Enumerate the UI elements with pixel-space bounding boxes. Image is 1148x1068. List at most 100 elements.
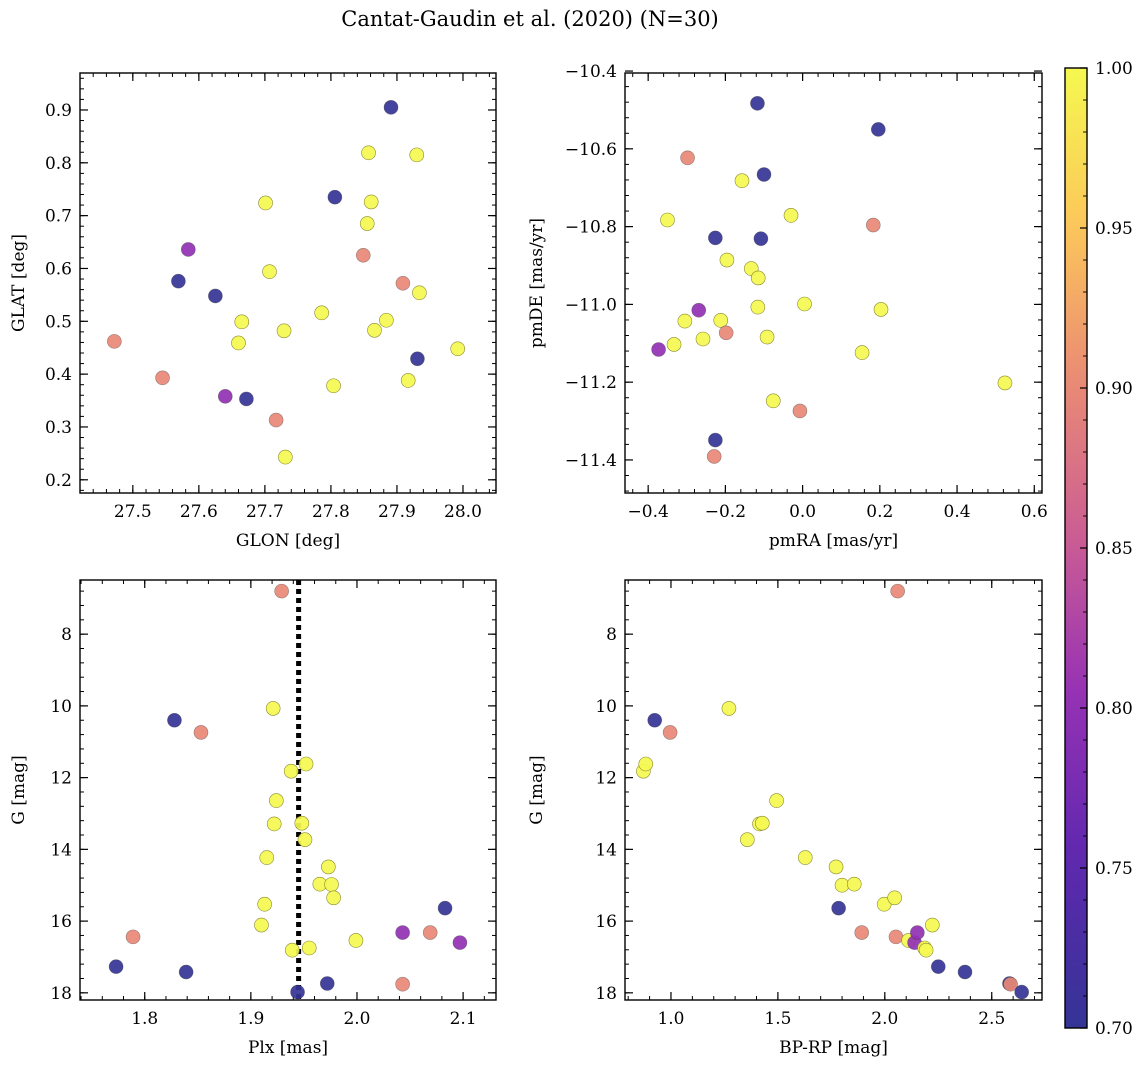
scatter-point — [924, 917, 940, 933]
x-tick-label: −0.2 — [705, 502, 746, 522]
y-tick-label: 10 — [50, 697, 72, 717]
y-tick-label: 14 — [595, 840, 617, 860]
y-tick-label: 12 — [50, 769, 72, 789]
scatter-point — [792, 403, 808, 419]
scatter-point — [997, 375, 1013, 391]
subplot-pmra-pmde: −0.4 −0.2 0.0 0.2 0.4 0.6 −11.4 −11.2 −11.0 −10.8… — [527, 62, 1048, 551]
scatter-point — [409, 147, 425, 163]
colorbar: 0.70 0.75 0.80 0.85 0.90 0.95 1.00 — [1064, 59, 1133, 1039]
scatter-point — [888, 929, 904, 945]
y-tick-label: 0.2 — [45, 471, 72, 491]
scatter-point — [890, 583, 905, 599]
scatter-point — [666, 337, 682, 352]
y-tick-label: 8 — [606, 625, 617, 645]
scatter-points — [636, 583, 1029, 1000]
scatter-point — [651, 342, 666, 357]
scatter-points — [108, 583, 468, 1000]
scatter-point — [155, 370, 170, 386]
scatter-point — [217, 389, 233, 404]
x-tick-label: 0.0 — [789, 502, 816, 522]
scatter-point — [647, 712, 663, 728]
scatter-point — [713, 313, 729, 328]
scatter-point — [873, 302, 889, 317]
scatter-point — [108, 959, 124, 974]
y-tick-label: 0.7 — [45, 207, 72, 227]
scatter-point — [171, 273, 186, 289]
y-tick-label: −10.6 — [565, 140, 617, 160]
x-tick-label: 1.9 — [237, 1009, 264, 1029]
scatter-point — [834, 877, 850, 893]
y-tick-label: 0.6 — [45, 259, 72, 279]
scatter-point — [680, 150, 695, 166]
y-tick-label: 10 — [595, 697, 617, 717]
figure-title: Cantat-Gaudin et al. (2020) (N=30) — [341, 7, 719, 31]
scatter-point — [274, 583, 289, 599]
scatter-point — [234, 314, 250, 330]
scatter-points — [107, 100, 466, 465]
scatter-point — [269, 793, 284, 808]
axes-frame — [624, 579, 1043, 1001]
scatter-point — [167, 712, 182, 728]
y-tick-label: 0.8 — [45, 154, 72, 174]
scatter-point — [740, 832, 755, 847]
scatter-point — [258, 195, 273, 211]
x-tick-label: 27.6 — [180, 502, 218, 522]
scatter-point — [265, 701, 281, 716]
y-tick-label: 18 — [595, 984, 617, 1004]
scatter-point — [769, 793, 784, 808]
scatter-point — [691, 302, 707, 318]
scatter-point — [876, 896, 892, 912]
scatter-point — [718, 325, 734, 341]
scatter-point — [765, 393, 781, 409]
scatter-point — [278, 449, 293, 465]
scatter-point — [750, 270, 766, 286]
scatter-point — [239, 391, 254, 407]
x-tick-label: 27.9 — [378, 502, 416, 522]
scatter-point — [677, 313, 693, 329]
scatter-point — [422, 925, 438, 940]
scatter-point — [125, 929, 141, 945]
scatter-point — [321, 859, 336, 875]
x-tick-label: 2.5 — [978, 1009, 1005, 1029]
scatter-point — [107, 334, 122, 349]
scatter-point — [298, 756, 314, 772]
scatter-point — [918, 942, 934, 958]
scatter-point — [348, 933, 364, 948]
y-tick-label: 14 — [50, 840, 72, 860]
scatter-point — [870, 122, 886, 137]
scatter-point — [750, 299, 766, 315]
scatter-point — [301, 940, 317, 956]
scatter-point — [783, 208, 799, 223]
y-tick-label: −10.8 — [565, 218, 617, 238]
scatter-point — [324, 877, 339, 892]
scatter-point — [1014, 984, 1029, 1000]
scatter-point — [887, 890, 902, 906]
scatter-point — [363, 194, 379, 210]
scatter-point — [695, 331, 711, 347]
scatter-point — [854, 345, 870, 360]
axes-frame — [79, 72, 497, 494]
x-tick-label: 1.8 — [131, 1009, 158, 1029]
x-tick-label: 0.6 — [1021, 502, 1048, 522]
y-axis-label: GLAT [deg] — [9, 234, 29, 332]
scatter-point — [412, 285, 427, 301]
scatter-point — [719, 252, 735, 268]
x-tick-label: 2.1 — [450, 1009, 477, 1029]
scatter-point — [180, 242, 196, 257]
x-axis-label: Plx [mas] — [248, 1038, 328, 1058]
scatter-point — [257, 896, 272, 912]
scatter-point — [910, 925, 925, 940]
x-tick-label: 27.8 — [312, 502, 350, 522]
axes-frame — [624, 72, 1043, 494]
scatter-point — [208, 288, 223, 304]
scatter-point — [797, 850, 813, 865]
scatter-point — [450, 341, 466, 357]
x-axis-label: BP-RP [mag] — [779, 1038, 888, 1058]
x-axis-label: GLON [deg] — [236, 531, 340, 551]
subplot-glon-glat: 27.5 27.6 27.7 27.8 27.9 28.0 0.2 0.3 0.4 0.5 0.6 0… — [9, 72, 497, 551]
scatter-point — [759, 329, 775, 345]
subplot-bprp-g: 1.0 1.5 2.0 2.5 8 10 12 14 16 18 BP-RP [mag] G [mag… — [527, 579, 1043, 1058]
scatter-point — [314, 305, 329, 321]
scatter-point — [706, 449, 722, 464]
